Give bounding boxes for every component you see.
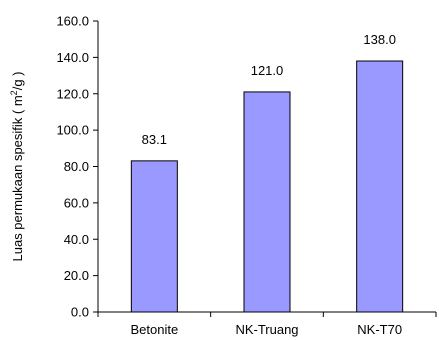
y-tick-label: 80.0 (64, 159, 89, 174)
category-label: Betonite (130, 322, 178, 337)
y-axis-title-main: Luas permukaan spesifik ( m (10, 95, 25, 261)
y-tick-label: 60.0 (64, 195, 89, 210)
bar-nk-t70 (356, 60, 404, 313)
category-label: NK-Truang (235, 322, 298, 337)
bar-betonite (130, 160, 178, 313)
y-tick-label: 160.0 (56, 14, 89, 29)
y-tick-label: 20.0 (64, 268, 89, 283)
y-tick-label: 140.0 (56, 50, 89, 65)
bars (130, 60, 404, 313)
data-label: 138.0 (363, 32, 396, 47)
data-label: 121.0 (251, 63, 284, 78)
bar-nk-truang (243, 91, 291, 313)
category-labels: Betonite NK-Truang NK-T70 (97, 312, 437, 337)
data-labels: 83.1 121.0 138.0 (142, 32, 396, 147)
data-label: 83.1 (142, 132, 167, 147)
y-tick-label: 100.0 (56, 123, 89, 138)
y-axis-title: Luas permukaan spesifik ( m2/g ) (9, 72, 25, 262)
y-axis-ticks: 0.0 20.0 40.0 60.0 80.0 100.0 120.0 140.0 160.0 (56, 14, 98, 320)
y-tick-label: 40.0 (64, 232, 89, 247)
y-tick-label: 0.0 (71, 305, 89, 320)
category-label: NK-T70 (357, 322, 402, 337)
y-tick-label: 120.0 (56, 86, 89, 101)
y-axis-title-superscript: 2 (9, 90, 19, 95)
y-axis-title-tail: /g ) (10, 72, 25, 91)
